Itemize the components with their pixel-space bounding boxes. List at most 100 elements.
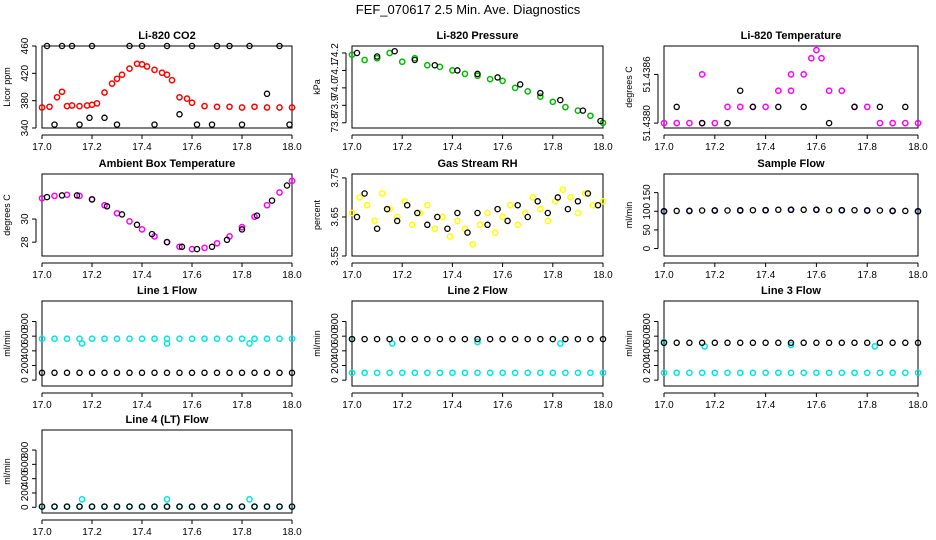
data-point — [511, 369, 519, 377]
data-point — [787, 206, 795, 214]
data-point — [544, 209, 552, 217]
x-tick-label: 18.0 — [282, 270, 302, 281]
x-tick-label: 17.2 — [82, 270, 102, 281]
data-point — [431, 61, 439, 69]
data-point — [724, 339, 731, 347]
data-point — [876, 103, 884, 111]
series-1 — [353, 47, 604, 125]
data-point — [698, 119, 706, 127]
data-point — [511, 84, 519, 92]
series-0 — [38, 335, 296, 347]
data-point — [73, 192, 81, 199]
chart-title: Sample Flow — [757, 158, 825, 170]
y-axis-label: percent — [312, 199, 322, 230]
chart-rh: Gas Stream RH percent 17.0 17.2 17.4 17.6 17.8… — [312, 158, 613, 281]
data-point — [524, 335, 531, 343]
data-point — [208, 121, 216, 128]
data-point — [901, 369, 909, 377]
data-point — [51, 503, 58, 510]
x-tick-label: 17.0 — [32, 400, 52, 411]
data-point — [424, 335, 431, 343]
data-point — [226, 335, 233, 343]
series-1 — [348, 335, 607, 343]
data-point — [353, 213, 361, 221]
y-tick-label: 200 — [20, 484, 31, 501]
y-tick-label: 74.2 — [330, 43, 341, 63]
data-point — [58, 42, 66, 50]
chart-line4: Line 4 (LT) Flow ml/min 17.0 17.2 17.4 17.6 17… — [2, 414, 302, 538]
data-point — [524, 88, 532, 95]
y-tick-label: 600 — [20, 327, 31, 344]
data-point — [361, 335, 368, 343]
data-point — [288, 104, 296, 111]
y-tick-label: 400 — [330, 342, 341, 359]
data-point — [361, 190, 368, 197]
data-point — [151, 335, 158, 343]
y-tick-label: 420 — [20, 65, 31, 82]
data-point — [800, 339, 807, 347]
data-point — [914, 339, 922, 347]
data-point — [800, 71, 808, 78]
data-point — [536, 369, 544, 377]
x-tick-label: 17.4 — [756, 270, 776, 281]
data-point — [58, 88, 66, 96]
series-0 — [348, 186, 607, 248]
data-point — [263, 201, 271, 209]
data-point — [348, 335, 356, 343]
x-tick-label: 17.2 — [705, 270, 725, 281]
data-point — [76, 102, 83, 110]
data-point — [484, 221, 491, 229]
data-point — [393, 217, 401, 225]
data-point — [562, 335, 569, 343]
y-axis-label: kPa — [312, 79, 322, 95]
x-tick-label: 17.8 — [543, 142, 563, 153]
data-point — [126, 335, 133, 343]
data-point — [411, 369, 419, 377]
data-point — [46, 103, 53, 111]
data-point — [88, 196, 96, 203]
data-point — [103, 203, 111, 210]
data-point — [774, 369, 782, 377]
data-point — [148, 230, 156, 238]
data-point — [544, 217, 552, 225]
data-point — [263, 335, 271, 343]
data-point — [660, 369, 668, 377]
series-1 — [38, 369, 296, 377]
y-tick-label: 28 — [20, 236, 31, 248]
data-point — [176, 93, 183, 101]
data-point — [698, 369, 706, 377]
y-axis-label: ml/min — [624, 330, 634, 357]
series-1 — [43, 42, 293, 128]
chart-temperature: Li-820 Temperature degrees C 17.0 17.2 17.4 1… — [624, 30, 928, 153]
data-point — [188, 335, 196, 343]
x-tick-label: 17.0 — [654, 270, 674, 281]
data-point — [711, 339, 719, 347]
data-point — [749, 103, 757, 111]
data-point — [476, 221, 484, 229]
data-point — [464, 229, 471, 236]
data-point — [101, 114, 108, 122]
data-point — [871, 343, 879, 350]
y-tick-label: 150 — [642, 184, 653, 201]
data-point — [562, 103, 569, 111]
data-point — [494, 205, 501, 213]
data-point — [825, 119, 833, 127]
data-point — [594, 201, 602, 209]
data-point — [163, 503, 171, 510]
data-point — [383, 205, 391, 213]
data-point — [373, 369, 381, 377]
y-tick-label: 74.0 — [330, 78, 341, 98]
data-point — [101, 503, 108, 510]
y-tick-label: 800 — [642, 313, 653, 330]
data-point — [902, 339, 909, 347]
data-point — [711, 369, 719, 377]
plot-frame — [351, 300, 604, 387]
data-point — [423, 201, 431, 209]
data-point — [263, 369, 271, 377]
y-tick-label: 800 — [330, 313, 341, 330]
data-point — [807, 54, 815, 62]
data-point — [286, 121, 293, 128]
data-point — [537, 89, 544, 97]
x-tick-label: 17.6 — [807, 270, 827, 281]
data-point — [599, 335, 607, 343]
